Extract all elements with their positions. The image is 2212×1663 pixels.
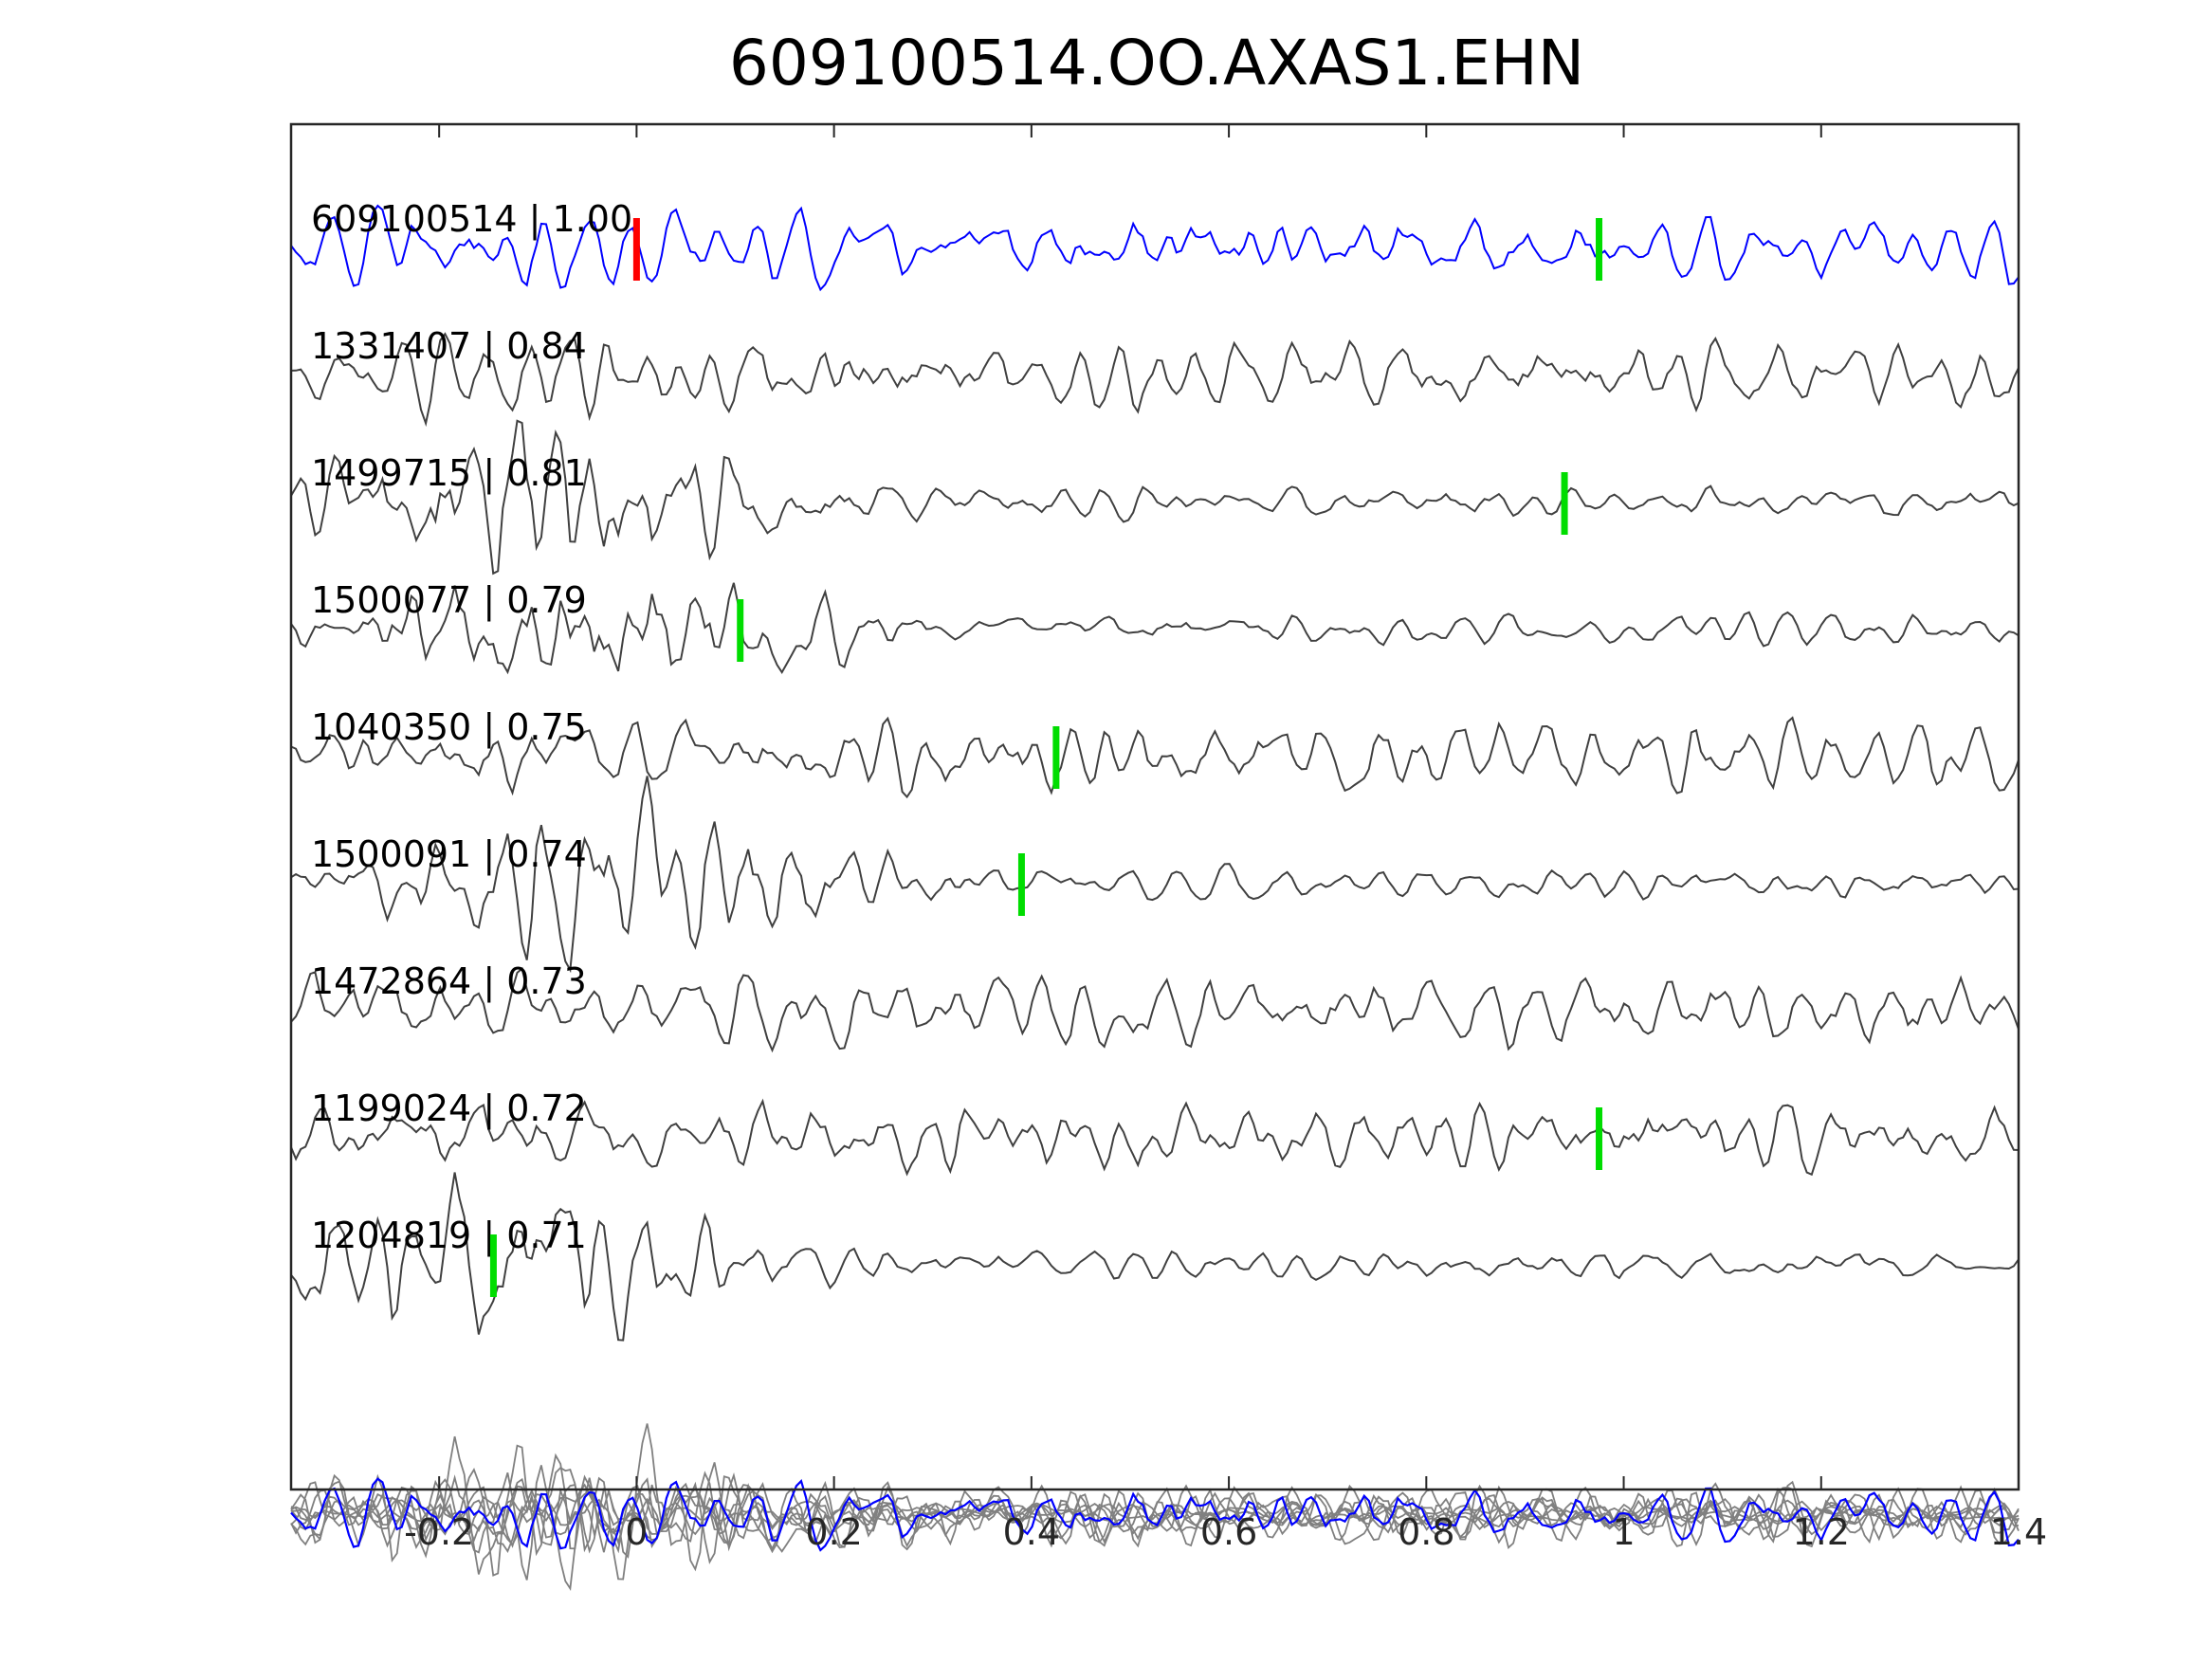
trace-label-9: 1204819 | 0.71 [311,1215,587,1257]
x-tick-label-0: -0.2 [404,1511,474,1553]
x-axis: -0.2 0 0.2 0.4 0.6 0.8 1 1.2 1.4 [404,124,2047,1553]
trace-1 [290,204,2020,292]
x-tick-label-4: 0.6 [1200,1511,1257,1553]
trace-2 [290,332,2020,428]
trace-7 [290,966,2020,1053]
trace-label-3: 1499715 | 0.81 [311,452,587,495]
x-tick-label-2: 0.2 [805,1511,862,1553]
x-tick-label-7: 1.2 [1793,1511,1850,1553]
x-tick-label-5: 0.8 [1398,1511,1454,1553]
stack-trace-6 [290,1423,2020,1591]
trace-label-8: 1199024 | 0.72 [311,1087,587,1130]
stack-trace-1 [290,1477,2020,1552]
x-tick-label-3: 0.4 [1003,1511,1060,1553]
x-tick-label-1: 0 [625,1511,648,1553]
trace-6 [290,776,2020,974]
trace-label-7: 1472864 | 0.73 [311,960,587,1003]
x-tick-label-6: 1 [1612,1511,1635,1553]
trace-label-5: 1040350 | 0.75 [311,706,587,749]
stack-trace-3 [290,1444,2020,1577]
trace-label-6: 1500091 | 0.74 [311,833,587,876]
trace-8 [290,1098,2020,1177]
stack-trace-2 [290,1478,2020,1559]
traces-layer [290,204,2020,1591]
trace-9 [290,1172,2020,1342]
trace-4 [290,582,2020,675]
trace-labels-layer: 609100514 | 1.00 1331407 | 0.84 1499715 | … [311,198,632,1257]
x-tick-label-8: 1.4 [1990,1511,2047,1553]
trace-label-4: 1500077 | 0.79 [311,579,587,622]
trace-5 [290,716,2020,799]
trace-label-2: 1331407 | 0.84 [311,325,587,368]
plot-frame [289,122,2020,1491]
trace-label-1: 609100514 | 1.00 [311,198,632,241]
chart-title: 609100514.OO.AXAS1.EHN [728,27,1585,100]
picks-layer [489,218,1603,1297]
trace-3 [290,419,2020,576]
